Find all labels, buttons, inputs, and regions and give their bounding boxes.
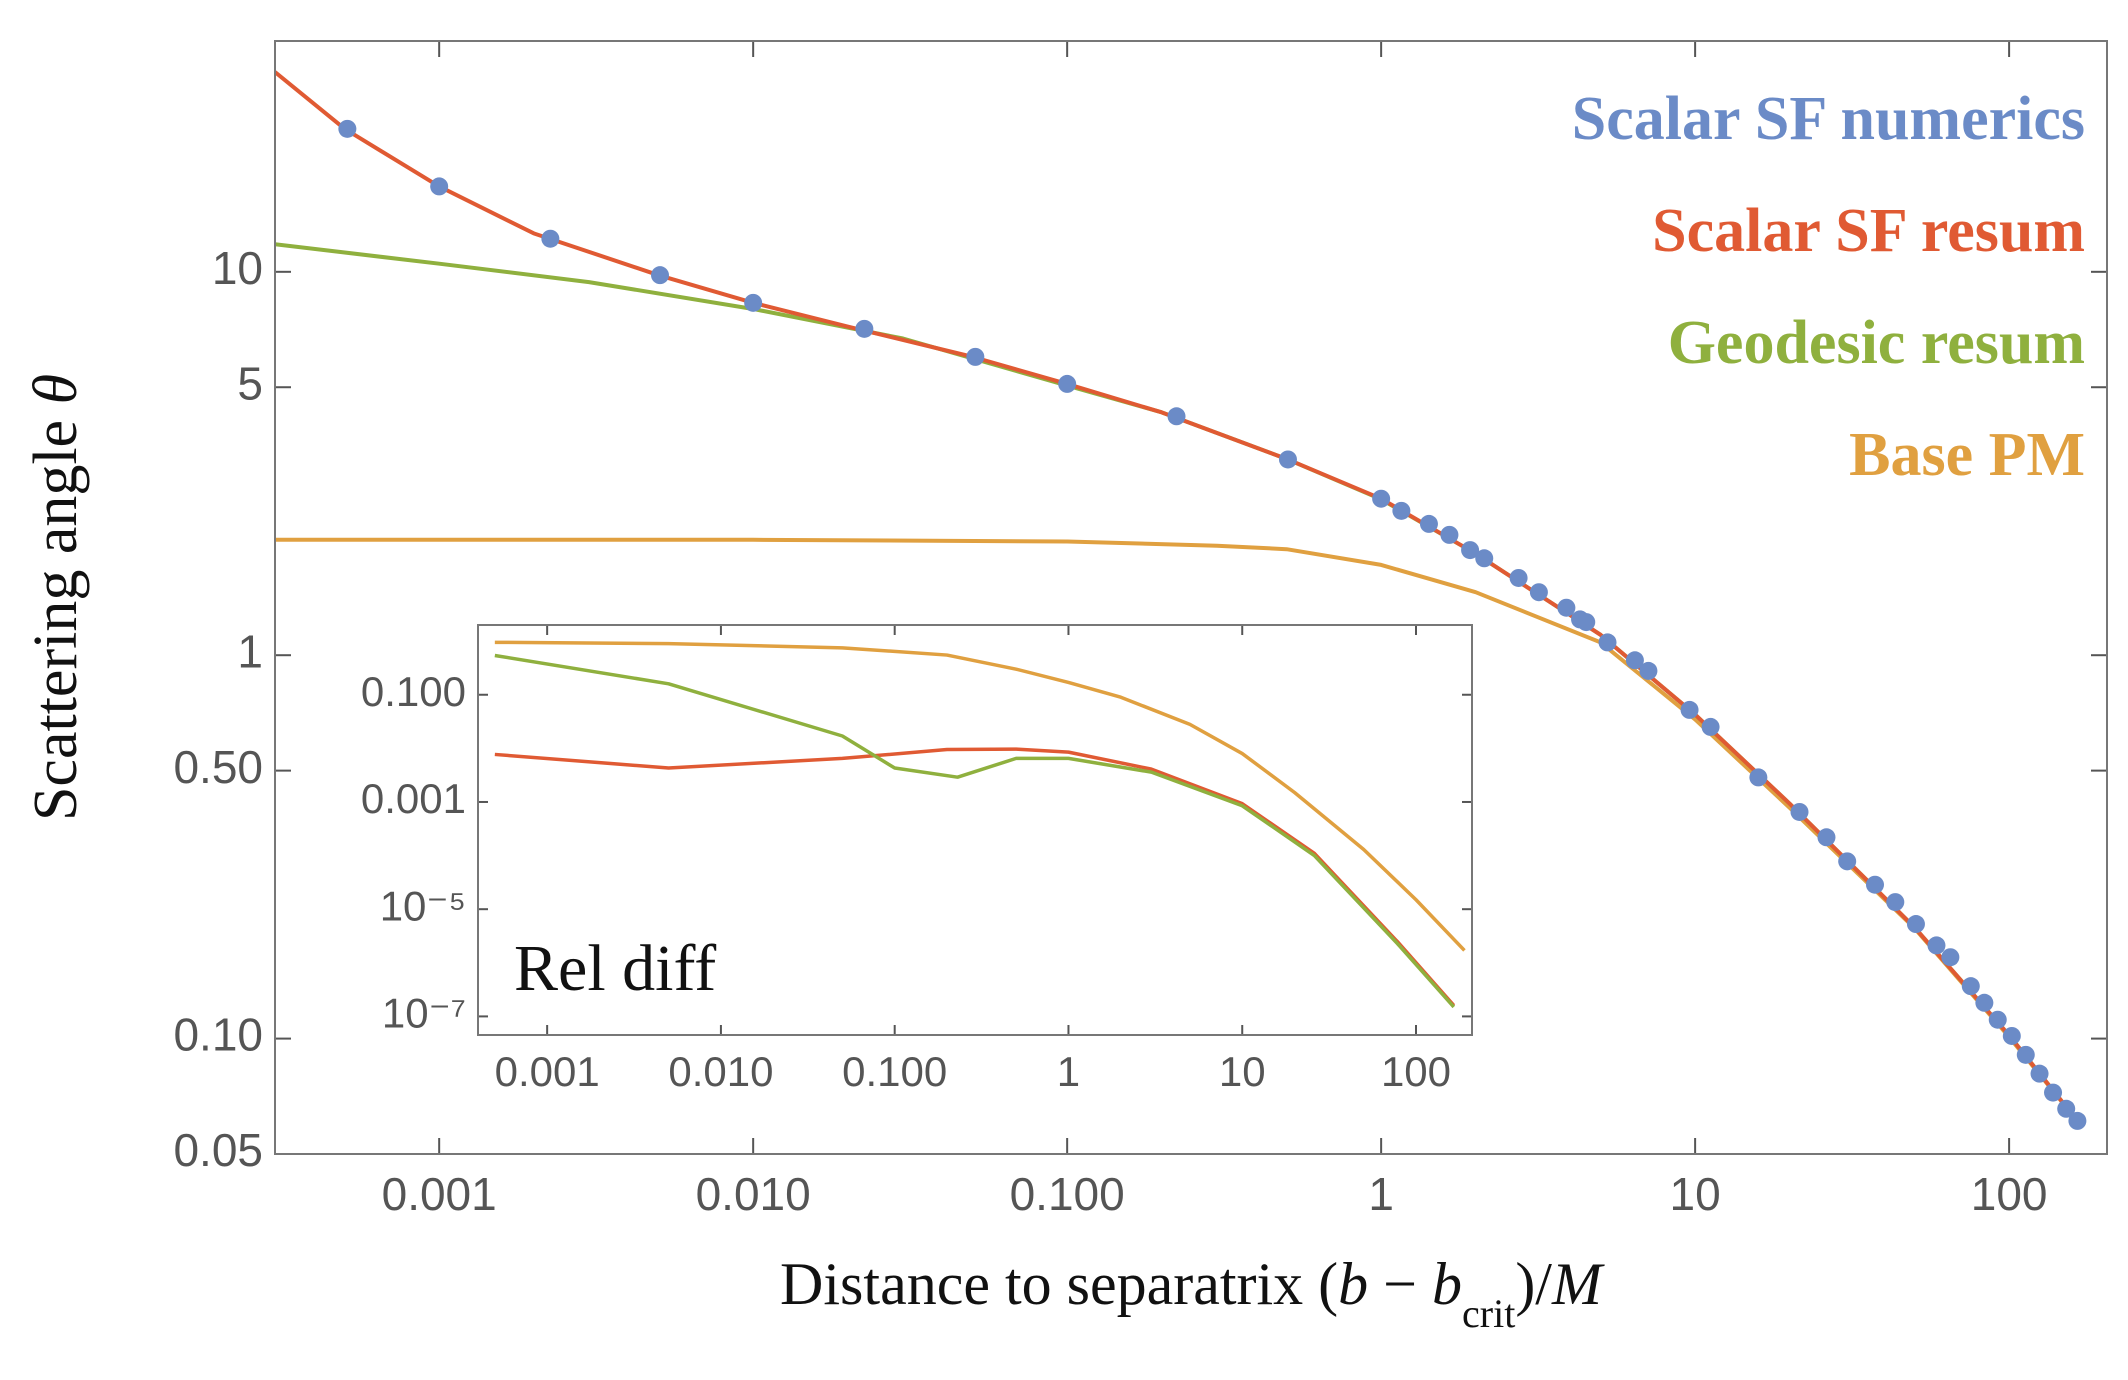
series-group [275, 70, 2087, 1130]
data-point [744, 293, 763, 312]
legend-entry: Scalar SF resum [1652, 197, 2085, 265]
x-tick-label: 0.100 [1010, 1168, 1125, 1220]
y-tick-label: 0.50 [173, 741, 263, 793]
x-tick-label: 100 [1971, 1168, 2048, 1220]
data-point [430, 177, 449, 196]
y-tick-label: 10 [212, 242, 263, 294]
inset-background [478, 625, 1472, 1035]
plot-1: 0.001 0.010 0.100 1 10 100 10⁻⁷ 10⁻⁵ 0.001 0.100 R… [361, 624, 1473, 1095]
data-point [1941, 948, 1960, 967]
plot-0: 0.001 0.010 0.100 1 10 100 0.05 0.10 0.50 1 5 10 Sca… [22, 40, 2108, 1336]
annotation: Rel diff [514, 932, 716, 1005]
y-tick-label: 0.001 [361, 775, 466, 822]
x-tick-label: 0.100 [842, 1048, 947, 1095]
data-point [1838, 852, 1857, 871]
x-axis-label-part: Distance to separatrix ( [780, 1251, 1338, 1317]
data-point [1927, 936, 1946, 955]
y-tick-label: 10⁻⁵ [380, 882, 466, 929]
series-line [275, 70, 2079, 1123]
y-tick-label: 0.10 [173, 1009, 263, 1061]
x-axis-label: Distance to separatrix (b − bcrit)/M [780, 1251, 1605, 1336]
data-point [1886, 893, 1905, 912]
data-point [1598, 633, 1617, 652]
data-point [1278, 450, 1297, 469]
data-point [1392, 501, 1411, 520]
legend-entry: Geodesic resum [1668, 309, 2085, 377]
series-group [494, 640, 1466, 1009]
data-point [1577, 613, 1596, 632]
plot-frame [274, 40, 2108, 1155]
data-point [1790, 802, 1809, 821]
data-point [2044, 1083, 2063, 1102]
y-tick-label: 1 [237, 625, 263, 677]
y-axis-label-part: Scattering angle [22, 404, 90, 821]
data-point [1625, 651, 1644, 670]
data-point [966, 347, 985, 366]
series-line [494, 640, 1466, 952]
data-point [1440, 525, 1459, 544]
data-point [1988, 1010, 2007, 1029]
data-point [1058, 374, 1077, 393]
data-point [1461, 541, 1480, 560]
x-tick-label: 0.010 [668, 1048, 773, 1095]
data-point [651, 266, 670, 285]
data-point [2030, 1064, 2049, 1083]
x-tick-label: 1 [1057, 1048, 1080, 1095]
series-line [494, 653, 1456, 1009]
x-tick-label: 0.001 [495, 1048, 600, 1095]
data-point [1749, 768, 1768, 787]
x-tick-label: 10 [1670, 1168, 1721, 1220]
x-axis-label-part: b [1432, 1251, 1462, 1317]
data-point [1961, 977, 1980, 996]
x-axis-label-part: b [1338, 1251, 1368, 1317]
data-point [1817, 828, 1836, 847]
x-axis-label-part: − [1368, 1251, 1432, 1317]
data-point [1866, 875, 1885, 894]
x-tick-label: 100 [1381, 1048, 1451, 1095]
y-axis-label-part: θ [22, 374, 90, 404]
x-tick-label: 0.010 [696, 1168, 811, 1220]
x-tick-label: 0.001 [382, 1168, 497, 1220]
data-point [2016, 1045, 2035, 1064]
x-axis-label-part: )/ [1515, 1251, 1552, 1317]
x-axis-label-part: crit [1462, 1291, 1515, 1336]
data-point [1906, 915, 1925, 934]
data-point [1680, 700, 1699, 719]
data-point [1639, 661, 1658, 680]
data-point [2002, 1026, 2021, 1045]
y-axis-label: Scattering angle θ [22, 374, 90, 821]
data-point [338, 119, 357, 138]
data-point [541, 229, 560, 248]
data-point [1701, 717, 1720, 736]
x-tick-label: 10 [1219, 1048, 1266, 1095]
x-tick-label: 1 [1368, 1168, 1394, 1220]
data-point [1372, 489, 1391, 508]
data-point [2057, 1099, 2076, 1118]
data-point [1167, 407, 1186, 426]
data-point [1529, 583, 1548, 602]
data-point [1509, 568, 1528, 587]
legend-entry: Scalar SF numerics [1572, 85, 2085, 153]
data-point [855, 319, 874, 338]
y-tick-label: 0.100 [361, 668, 466, 715]
x-axis-label-part: M [1551, 1251, 1605, 1317]
legend-entry: Base PM [1849, 421, 2085, 489]
data-point [2068, 1111, 2087, 1130]
y-tick-label: 0.05 [173, 1124, 263, 1176]
data-point [1419, 514, 1438, 533]
y-tick-label: 5 [237, 357, 263, 409]
plot-frame [477, 624, 1473, 1036]
y-tick-label: 10⁻⁷ [382, 990, 466, 1037]
data-point [1975, 993, 1994, 1012]
data-point [1475, 549, 1494, 568]
data-point [1557, 598, 1576, 617]
